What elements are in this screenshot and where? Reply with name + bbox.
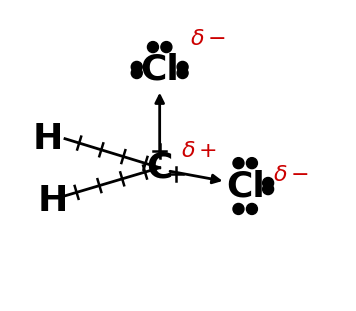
- Circle shape: [233, 203, 244, 215]
- Circle shape: [131, 67, 142, 79]
- Circle shape: [177, 62, 188, 72]
- Text: Cl: Cl: [226, 169, 265, 203]
- Text: $\delta+$: $\delta+$: [181, 141, 217, 161]
- Circle shape: [233, 158, 244, 169]
- Text: $\delta-$: $\delta-$: [273, 165, 309, 185]
- Circle shape: [177, 67, 188, 79]
- Circle shape: [161, 42, 172, 53]
- Circle shape: [263, 178, 274, 188]
- Circle shape: [147, 42, 158, 53]
- Text: $\delta-$: $\delta-$: [190, 30, 226, 49]
- Text: Cl: Cl: [140, 53, 179, 87]
- Circle shape: [131, 62, 142, 72]
- Circle shape: [246, 158, 257, 169]
- Text: H: H: [38, 184, 68, 218]
- Circle shape: [246, 203, 257, 215]
- Text: C: C: [146, 151, 173, 185]
- Text: H: H: [33, 122, 63, 156]
- Circle shape: [263, 183, 274, 195]
